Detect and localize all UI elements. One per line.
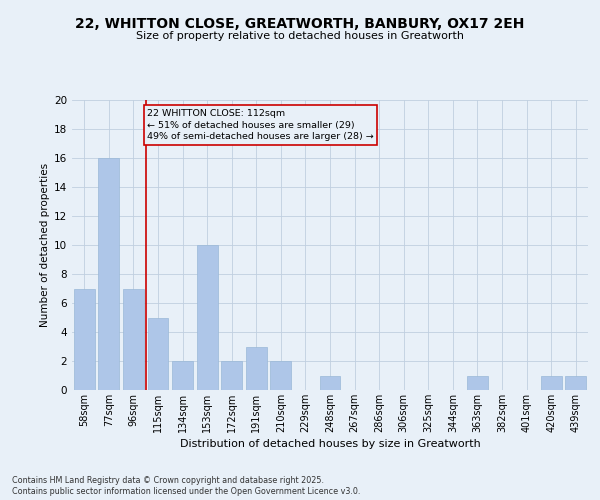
X-axis label: Distribution of detached houses by size in Greatworth: Distribution of detached houses by size … (179, 439, 481, 449)
Text: Contains HM Land Registry data © Crown copyright and database right 2025.: Contains HM Land Registry data © Crown c… (12, 476, 324, 485)
Bar (123, 288, 144, 390)
Bar (565, 376, 586, 390)
Bar (271, 361, 292, 390)
Bar (74, 288, 95, 390)
Bar (541, 376, 562, 390)
Text: 22 WHITTON CLOSE: 112sqm
← 51% of detached houses are smaller (29)
49% of semi-d: 22 WHITTON CLOSE: 112sqm ← 51% of detach… (147, 108, 374, 142)
Text: 22, WHITTON CLOSE, GREATWORTH, BANBURY, OX17 2EH: 22, WHITTON CLOSE, GREATWORTH, BANBURY, … (76, 18, 524, 32)
Bar (148, 318, 169, 390)
Bar (320, 376, 340, 390)
Bar (98, 158, 119, 390)
Text: Size of property relative to detached houses in Greatworth: Size of property relative to detached ho… (136, 31, 464, 41)
Y-axis label: Number of detached properties: Number of detached properties (40, 163, 50, 327)
Bar (172, 361, 193, 390)
Bar (221, 361, 242, 390)
Bar (246, 346, 267, 390)
Bar (197, 245, 218, 390)
Bar (467, 376, 488, 390)
Text: Contains public sector information licensed under the Open Government Licence v3: Contains public sector information licen… (12, 487, 361, 496)
